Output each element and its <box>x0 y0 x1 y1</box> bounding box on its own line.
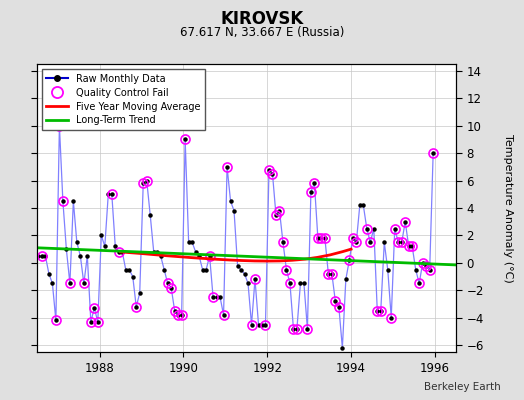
Text: Berkeley Earth: Berkeley Earth <box>424 382 500 392</box>
Y-axis label: Temperature Anomaly (°C): Temperature Anomaly (°C) <box>503 134 513 282</box>
Legend: Raw Monthly Data, Quality Control Fail, Five Year Moving Average, Long-Term Tren: Raw Monthly Data, Quality Control Fail, … <box>41 69 205 130</box>
Text: 67.617 N, 33.667 E (Russia): 67.617 N, 33.667 E (Russia) <box>180 26 344 39</box>
Text: KIROVSK: KIROVSK <box>221 10 303 28</box>
